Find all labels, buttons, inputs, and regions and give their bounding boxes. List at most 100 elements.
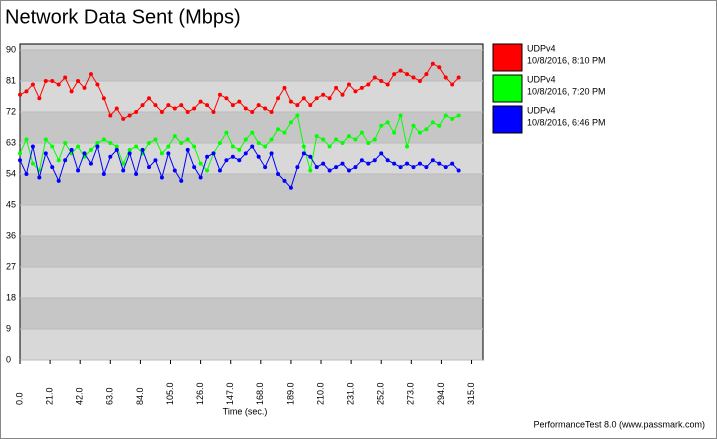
data-point	[269, 110, 274, 114]
data-point	[30, 144, 35, 149]
plot-area	[18, 43, 484, 361]
data-point	[50, 165, 55, 170]
data-point	[295, 113, 300, 118]
data-point	[108, 113, 113, 118]
data-point	[263, 106, 268, 111]
data-point	[314, 165, 319, 170]
data-point	[321, 137, 326, 142]
data-point	[18, 92, 22, 97]
data-point	[398, 68, 403, 73]
data-point	[295, 103, 300, 108]
data-point	[43, 137, 48, 142]
data-point	[230, 103, 235, 108]
data-point	[430, 61, 435, 66]
footer: PerformanceTest 8.0 (www.passmark.com)	[533, 419, 705, 429]
data-point	[50, 79, 55, 83]
data-point	[282, 178, 287, 183]
x-tick-label: 84.0	[135, 387, 145, 405]
data-point	[327, 96, 332, 101]
band	[21, 50, 482, 81]
x-tick-label: 105.0	[165, 382, 175, 405]
data-point	[56, 82, 61, 87]
y-tick-label: 9	[6, 323, 11, 333]
data-point	[398, 165, 403, 170]
data-point	[192, 144, 197, 149]
data-point	[217, 92, 222, 97]
data-point	[147, 141, 152, 145]
band	[21, 236, 482, 267]
data-point	[450, 82, 455, 87]
data-point	[269, 137, 274, 142]
data-point	[211, 151, 216, 156]
data-point	[153, 137, 158, 142]
y-tick-label: 72	[6, 106, 16, 116]
data-point	[411, 165, 416, 170]
data-point	[159, 151, 164, 156]
data-point	[140, 147, 145, 152]
data-point	[147, 165, 152, 170]
data-point	[288, 99, 293, 104]
x-tick-label: 126.0	[195, 382, 205, 405]
x-axis-label: Time (sec.)	[223, 406, 268, 416]
data-point	[127, 113, 132, 118]
y-tick-label: 90	[6, 44, 16, 54]
x-tick-label: 231.0	[345, 382, 355, 405]
data-point	[405, 161, 410, 166]
data-point	[121, 168, 126, 173]
data-point	[456, 168, 461, 173]
data-point	[392, 72, 397, 77]
data-point	[185, 110, 190, 114]
data-point	[121, 161, 126, 166]
data-point	[121, 116, 126, 121]
data-point	[405, 72, 410, 77]
data-point	[95, 144, 100, 149]
data-point	[282, 130, 287, 135]
data-point	[63, 158, 68, 163]
data-point	[450, 161, 455, 166]
data-point	[18, 151, 22, 156]
data-point	[276, 127, 281, 132]
data-point	[392, 130, 397, 135]
data-point	[205, 154, 210, 159]
data-point	[224, 158, 229, 163]
data-point	[101, 172, 106, 176]
data-point	[276, 96, 281, 101]
data-point	[424, 165, 429, 170]
x-tick-label: 315.0	[466, 382, 476, 405]
data-point	[456, 75, 461, 80]
data-point	[385, 82, 390, 87]
data-point	[127, 147, 132, 152]
data-point	[359, 158, 364, 163]
data-point	[353, 137, 358, 142]
data-point	[140, 103, 145, 108]
data-point	[198, 99, 203, 104]
data-point	[159, 175, 164, 180]
data-point	[230, 154, 235, 159]
data-point	[243, 151, 248, 156]
data-point	[217, 141, 222, 145]
data-point	[269, 151, 274, 156]
data-point	[288, 185, 293, 190]
data-point	[295, 165, 300, 170]
data-point	[250, 110, 255, 114]
data-point	[366, 161, 371, 166]
band	[21, 267, 482, 298]
data-point	[379, 79, 384, 83]
data-point	[37, 175, 42, 180]
data-point	[256, 141, 261, 145]
data-point	[101, 137, 106, 142]
data-point	[101, 96, 106, 101]
data-point	[24, 89, 29, 94]
data-point	[359, 85, 364, 90]
data-point	[211, 110, 216, 114]
data-point	[443, 113, 448, 118]
data-point	[134, 144, 139, 149]
data-point	[256, 103, 261, 108]
data-point	[224, 96, 229, 101]
data-point	[237, 147, 242, 152]
data-point	[82, 85, 87, 90]
legend-time: 10/8/2016, 7:20 PM	[527, 86, 606, 96]
data-point	[198, 175, 203, 180]
x-tick-label: 147.0	[225, 382, 235, 405]
